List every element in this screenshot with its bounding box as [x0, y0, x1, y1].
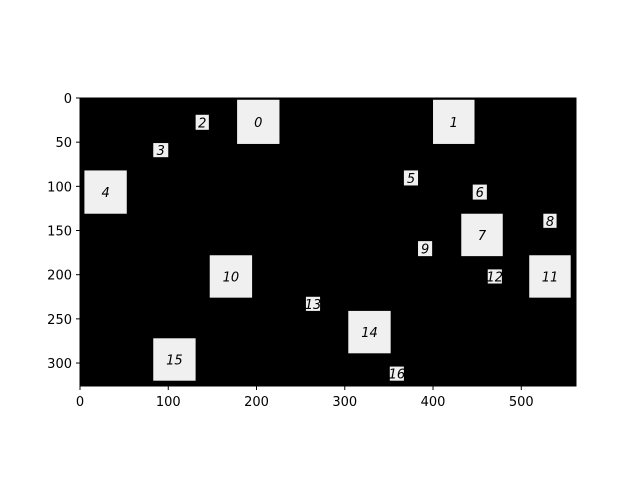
y-tick-label: 150 — [47, 225, 72, 240]
box-label-1: 1 — [450, 116, 458, 131]
x-tick-label: 100 — [156, 395, 181, 410]
box-13 — [305, 296, 321, 311]
box-11 — [529, 255, 571, 298]
y-tick-label: 50 — [55, 136, 72, 151]
x-tick-label: 500 — [509, 395, 534, 410]
box-label-9: 9 — [421, 243, 429, 258]
box-16 — [389, 366, 404, 381]
box-5 — [403, 170, 419, 186]
box-14 — [348, 310, 391, 354]
box-8 — [543, 213, 557, 228]
box-label-16: 16 — [389, 368, 406, 383]
box-2 — [195, 114, 209, 130]
box-7 — [461, 213, 503, 257]
box-12 — [487, 269, 502, 284]
box-label-3: 3 — [157, 144, 165, 159]
box-label-0: 0 — [254, 116, 262, 131]
plot-frame — [79, 97, 577, 387]
x-tick-label: 0 — [76, 395, 84, 410]
box-label-15: 15 — [166, 353, 183, 368]
y-tick-label: 250 — [47, 313, 72, 328]
box-label-13: 13 — [305, 298, 322, 313]
box-label-5: 5 — [407, 172, 415, 187]
y-tick-label: 200 — [47, 269, 72, 284]
box-label-12: 12 — [487, 270, 504, 285]
y-tick-label: 300 — [47, 357, 72, 372]
box-6 — [472, 184, 487, 200]
box-label-4: 4 — [101, 186, 109, 201]
box-0 — [237, 99, 280, 144]
box-label-10: 10 — [223, 270, 240, 285]
box-label-8: 8 — [546, 215, 554, 230]
box-label-6: 6 — [476, 186, 484, 201]
box-9 — [418, 241, 433, 257]
x-tick-label: 400 — [421, 395, 446, 410]
box-1 — [433, 99, 475, 144]
box-label-7: 7 — [478, 229, 487, 244]
x-axis: 0 100 200 300 400 500 — [76, 386, 534, 410]
box-15 — [153, 338, 196, 381]
y-tick-label: 0 — [64, 92, 72, 107]
y-tick-label: 100 — [47, 180, 72, 195]
box-label-2: 2 — [198, 116, 206, 131]
box-4 — [84, 170, 127, 214]
box-label-11: 11 — [542, 270, 559, 285]
box-label-14: 14 — [361, 326, 378, 341]
y-axis: 0 50 100 150 200 250 300 — [47, 92, 80, 372]
boxes-layer — [84, 99, 571, 381]
box-3 — [153, 143, 169, 158]
x-tick-label: 200 — [244, 395, 269, 410]
box-10 — [209, 255, 253, 298]
x-tick-label: 300 — [332, 395, 357, 410]
